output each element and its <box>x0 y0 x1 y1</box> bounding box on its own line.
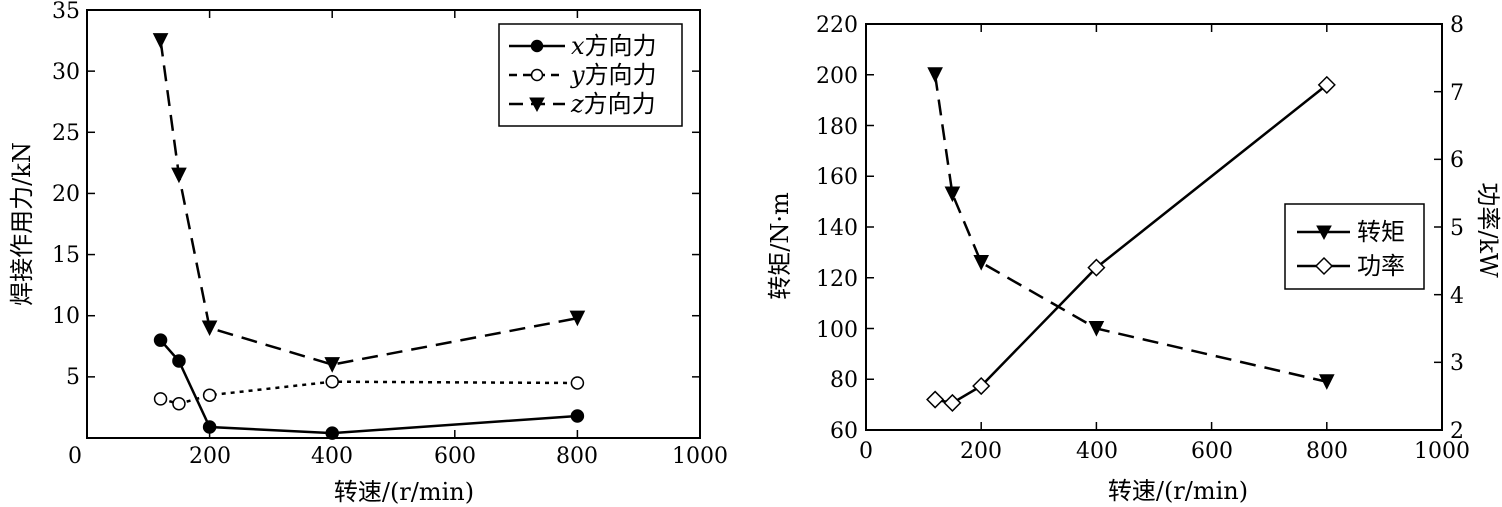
x-tick-label: 600 <box>1191 439 1233 464</box>
series-line <box>160 380 578 406</box>
legend-label-y: y方向力 <box>570 61 657 89</box>
y-axis-title: 转矩/N·m <box>766 192 794 300</box>
x-tick-label: 400 <box>1076 439 1118 464</box>
data-point <box>927 67 943 83</box>
data-point <box>171 167 187 184</box>
y-right-axis-title: 功率/kW <box>1474 182 1502 278</box>
x-tick-label: 200 <box>960 439 1002 464</box>
x-tick-label: 400 <box>311 444 353 469</box>
legend: x方向力 y方向力 z方向力 <box>498 23 683 127</box>
legend-label-z: z方向力 <box>570 90 656 118</box>
y-right-tick-label: 3 <box>1450 351 1464 376</box>
data-point <box>926 390 945 409</box>
data-point <box>1317 75 1336 94</box>
x-tick-label: 200 <box>189 444 231 469</box>
y-right-tick-label: 2 <box>1450 419 1464 444</box>
series-group <box>926 67 1336 412</box>
data-point <box>202 420 217 434</box>
data-point <box>324 357 341 373</box>
legend-suffix-x: 方向力 <box>585 32 657 60</box>
x-tick-label: 600 <box>434 444 476 469</box>
data-point <box>1088 321 1105 337</box>
y-right-tick-label: 7 <box>1450 81 1464 106</box>
y-tick-label: 30 <box>52 60 80 85</box>
y-tick-label: 25 <box>52 121 80 146</box>
x-axis-title: 转速/(r/min) <box>1108 477 1248 505</box>
y-right-tick-label: 8 <box>1450 13 1464 38</box>
legend-box <box>1284 203 1425 290</box>
data-point <box>570 376 585 390</box>
legend-marker-y <box>530 68 544 82</box>
chart-torque-power: 0 200 400 600 800 1000 60 80 100 120 140… <box>766 13 1502 505</box>
legend-label-torque: 转矩 <box>1357 218 1405 246</box>
series-line <box>933 74 1328 384</box>
chart-welding-force: 0 200 400 600 800 1000 5 10 15 20 25 30 … <box>8 0 728 506</box>
y-tick-label: 80 <box>830 368 858 393</box>
data-point <box>152 33 169 49</box>
data-point <box>943 393 962 412</box>
data-point <box>201 320 218 337</box>
series-line <box>159 40 578 366</box>
legend-marker-power <box>1314 256 1334 276</box>
tick-marks <box>865 23 1443 431</box>
data-point <box>1318 374 1335 390</box>
legend-label-power: 功率 <box>1357 252 1405 280</box>
data-point <box>973 255 990 271</box>
y-tick-label: 10 <box>52 304 80 329</box>
x-axis-title: 转速/(r/min) <box>334 478 474 506</box>
data-point <box>325 426 339 440</box>
x-tick-label: 800 <box>1306 439 1348 464</box>
plot-frame <box>86 9 701 439</box>
data-point <box>570 409 585 423</box>
x-tick-label: 0 <box>859 439 873 464</box>
data-point <box>944 186 961 203</box>
y-tick-label: 100 <box>816 318 858 343</box>
y-tick-label: 140 <box>816 216 858 241</box>
y-tick-label: 5 <box>66 365 80 390</box>
legend-var-x: x <box>571 32 585 60</box>
y-right-tick-label: 5 <box>1450 216 1464 241</box>
series-group <box>152 33 586 440</box>
y-axis-title: 焊接作用力/kN <box>8 142 36 306</box>
data-point <box>325 374 339 389</box>
y-tick-label: 200 <box>816 64 858 89</box>
legend-var-z: z <box>570 90 584 118</box>
legend-marker-z <box>529 97 545 113</box>
y-right-tick-label: 6 <box>1450 148 1464 173</box>
data-point <box>569 310 586 327</box>
x-tick-label: 1000 <box>672 444 728 469</box>
y-tick-label: 180 <box>816 115 858 140</box>
y-tick-label: 20 <box>52 182 80 207</box>
y-tick-label: 35 <box>52 0 80 24</box>
legend-label-x: x方向力 <box>571 32 657 60</box>
y-tick-label: 60 <box>830 419 858 444</box>
data-point <box>972 376 991 396</box>
x-tick-label: 0 <box>68 444 82 469</box>
legend-suffix-z: 方向力 <box>584 90 656 118</box>
data-point <box>153 392 168 406</box>
x-tick-label: 800 <box>556 444 598 469</box>
data-point <box>1087 258 1106 277</box>
y-tick-label: 15 <box>52 243 80 268</box>
y-tick-label: 160 <box>816 165 858 190</box>
x-tick-label: 1000 <box>1414 439 1470 464</box>
series-line <box>159 339 578 435</box>
legend-var-y: y <box>570 61 585 89</box>
data-point <box>202 388 217 402</box>
legend-suffix-y: 方向力 <box>585 61 657 89</box>
series-line <box>934 83 1328 405</box>
legend: 转矩 功率 <box>1284 203 1425 290</box>
y-right-tick-label: 4 <box>1450 284 1464 309</box>
legend-marker-torque <box>1316 225 1332 241</box>
data-point <box>153 333 168 347</box>
legend-marker-x <box>530 39 544 53</box>
y-tick-label: 220 <box>816 13 858 38</box>
data-point <box>172 354 186 368</box>
y-tick-label: 120 <box>816 267 858 292</box>
tick-marks <box>86 9 701 438</box>
data-point <box>172 397 186 411</box>
